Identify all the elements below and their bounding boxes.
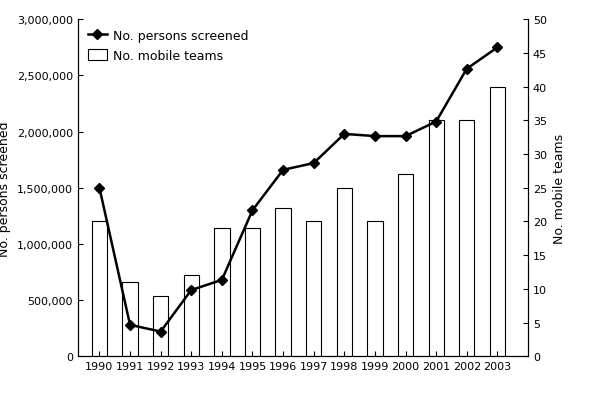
Bar: [184, 276, 199, 356]
No. persons screened: [433, 120, 440, 125]
Y-axis label: No. mobile teams: No. mobile teams: [553, 133, 566, 243]
Bar: [367, 222, 383, 356]
Bar: [398, 175, 413, 356]
Y-axis label: No. persons screened: No. persons screened: [0, 121, 11, 256]
Bar: [459, 121, 475, 356]
Bar: [275, 209, 291, 356]
Bar: [490, 87, 505, 356]
Bar: [214, 229, 230, 356]
Line: No. persons screened: No. persons screened: [96, 45, 501, 335]
Bar: [306, 222, 322, 356]
No. persons screened: [188, 288, 195, 293]
No. persons screened: [96, 186, 103, 191]
Bar: [122, 282, 137, 356]
No. persons screened: [463, 67, 470, 72]
No. persons screened: [249, 208, 256, 213]
No. persons screened: [218, 278, 226, 283]
Legend: No. persons screened, No. mobile teams: No. persons screened, No. mobile teams: [84, 26, 252, 66]
Bar: [428, 121, 444, 356]
No. persons screened: [341, 132, 348, 137]
Bar: [92, 222, 107, 356]
No. persons screened: [280, 168, 287, 173]
No. persons screened: [371, 134, 379, 139]
No. persons screened: [310, 161, 317, 166]
Bar: [245, 229, 260, 356]
No. persons screened: [127, 323, 134, 328]
No. persons screened: [157, 329, 164, 334]
Bar: [153, 296, 169, 356]
No. persons screened: [494, 46, 501, 51]
Bar: [337, 188, 352, 356]
No. persons screened: [402, 134, 409, 139]
